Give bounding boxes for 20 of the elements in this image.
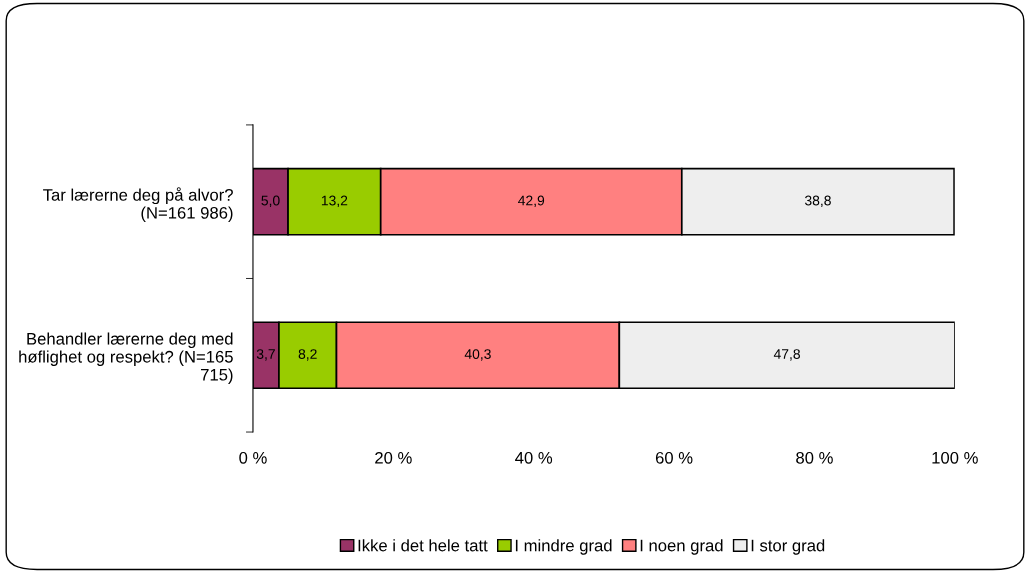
legend-label: Ikke i det hele tatt [358, 539, 488, 552]
data-label: 40,3 [464, 349, 491, 361]
x-tick-label: 0 % [239, 451, 267, 464]
legend-label: I noen grad [640, 539, 723, 555]
data-label: 5,0 [261, 195, 280, 208]
y-tick-label: Tar lærerne deg på alvor? (N=161 986) [43, 187, 233, 223]
data-label: 13,2 [321, 195, 348, 208]
x-tick-label: 100 % [932, 451, 978, 464]
y-tick-label: Behandler lærerne deg med høflighet og respekt? (N=165 715) [19, 332, 233, 384]
data-label: 3,7 [256, 349, 275, 361]
legend-label: I mindre grad [515, 539, 612, 555]
x-tick-label: 60 % [655, 451, 693, 464]
data-label: 8,2 [298, 349, 317, 361]
x-tick-label: 20 % [375, 451, 412, 464]
data-label: 47,8 [773, 349, 800, 361]
data-label: 42,9 [518, 195, 545, 208]
x-tick-label: 40 % [515, 451, 553, 464]
legend-label: I stor grad [751, 539, 825, 555]
x-tick-label: 80 % [796, 451, 833, 464]
data-label: 38,8 [804, 195, 831, 208]
